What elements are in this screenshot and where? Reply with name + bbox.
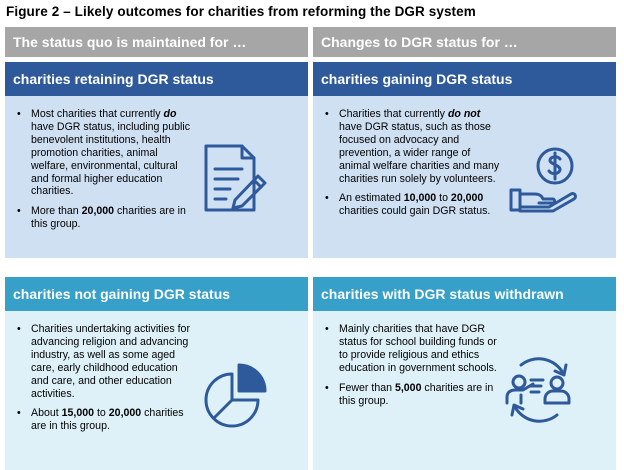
panel-body: Charities undertaking activities for adv… bbox=[5, 311, 308, 470]
list-item: Charities undertaking activities for adv… bbox=[15, 323, 195, 400]
bullet-list: Mainly charities that have DGR status fo… bbox=[323, 323, 503, 414]
panel-body: Charities that currently do not have DGR… bbox=[313, 96, 616, 258]
pie-chart-icon bbox=[201, 357, 273, 429]
list-item: Charities that currently do not have DGR… bbox=[323, 108, 503, 185]
panel-title: charities not gaining DGR status bbox=[5, 277, 308, 311]
panel-not-gaining-dgr: charities not gaining DGR status Chariti… bbox=[5, 277, 308, 470]
list-item: Most charities that currently do have DG… bbox=[15, 108, 195, 198]
panel-title: charities retaining DGR status bbox=[5, 62, 308, 96]
panel-title: charities gaining DGR status bbox=[313, 62, 616, 96]
hand-dollar-coin-icon bbox=[509, 144, 581, 214]
panel-retaining-dgr: charities retaining DGR status Most char… bbox=[5, 62, 308, 258]
list-item: More than 20,000 charities are in this g… bbox=[15, 205, 195, 231]
list-item: About 15,000 to 20,000 charities are in … bbox=[15, 407, 195, 433]
list-item: An estimated 10,000 to 20,000 charities … bbox=[323, 192, 503, 218]
panel-gaining-dgr: charities gaining DGR status Charities t… bbox=[313, 62, 616, 258]
panel-title: charities with DGR status withdrawn bbox=[313, 277, 616, 311]
panel-dgr-withdrawn: charities with DGR status withdrawn Main… bbox=[313, 277, 616, 470]
list-item: Mainly charities that have DGR status fo… bbox=[323, 323, 503, 375]
bullet-list: Most charities that currently do have DG… bbox=[15, 108, 195, 238]
column-header-changes: Changes to DGR status for … bbox=[313, 27, 616, 57]
document-pen-icon bbox=[202, 142, 268, 214]
panel-body: Mainly charities that have DGR status fo… bbox=[313, 311, 616, 470]
bullet-list: Charities that currently do not have DGR… bbox=[323, 108, 503, 225]
panel-body: Most charities that currently do have DG… bbox=[5, 96, 308, 258]
column-header-status-quo: The status quo is maintained for … bbox=[5, 27, 308, 57]
people-exchange-icon bbox=[499, 349, 579, 429]
bullet-list: Charities undertaking activities for adv… bbox=[15, 323, 195, 440]
figure-title: Figure 2 – Likely outcomes for charities… bbox=[6, 4, 476, 19]
list-item: Fewer than 5,000 charities are in this g… bbox=[323, 382, 503, 408]
